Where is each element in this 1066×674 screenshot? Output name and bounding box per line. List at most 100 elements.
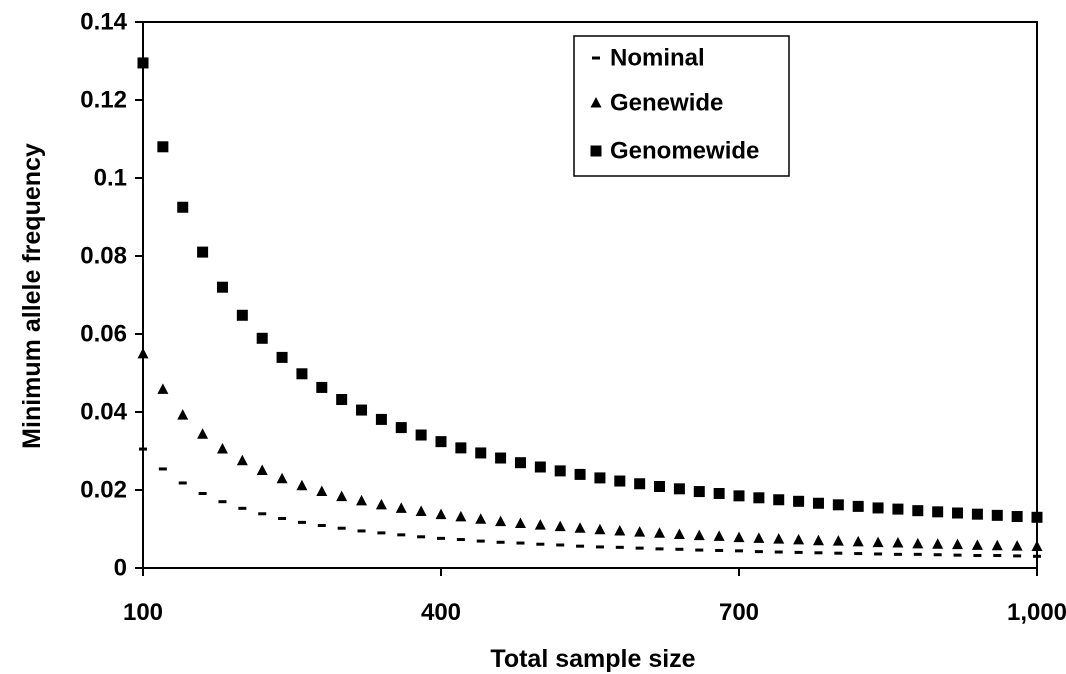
nominal-point [377,531,386,535]
genewide-point [713,530,725,541]
genewide-point [594,523,606,535]
genewide-point [793,533,805,545]
genewide-point [336,490,348,502]
genewide-point [872,536,884,548]
genomewide-point [197,246,209,258]
nominal-point [615,545,624,549]
genewide-point [395,502,407,513]
nominal-point [774,550,783,554]
genomewide-point [455,442,467,454]
nominal-point [556,543,565,547]
genewide-point [574,522,586,533]
genewide-point [296,479,308,491]
x-axis-title: Total sample size [490,645,695,673]
genewide-point [693,529,705,541]
nominal-point [933,553,942,557]
genomewide-point [316,381,328,393]
nominal-point [794,550,803,554]
nominal-point [158,467,167,471]
nominal-point [1033,554,1041,558]
genewide-point [932,538,944,549]
genomewide-point [137,57,149,69]
genewide-point [415,505,427,516]
x-tick-label: 100 [123,599,163,626]
nominal-point [317,523,326,527]
genewide-point [534,519,546,530]
genewide-point [216,443,228,454]
genomewide-point [991,509,1003,521]
genewide-point [455,510,467,522]
genomewide-point [395,422,407,434]
genomewide-point [276,351,288,363]
genomewide-point [336,394,348,406]
genewide-point [991,539,1003,551]
nominal-point [476,539,485,543]
genomewide-point [971,508,983,520]
genomewide-point [514,457,526,469]
legend-marker-nominal [592,56,600,60]
genewide-point [435,508,447,520]
nominal-point [655,547,664,551]
nominal-point [814,551,823,555]
genomewide-point [574,468,586,480]
nominal-point [417,535,426,539]
genewide-point [971,539,983,550]
genewide-point [276,472,288,484]
nominal-point [715,548,724,552]
genomewide-point [753,492,765,504]
nominal-point [258,512,267,516]
genewide-point [197,428,209,439]
genewide-point [832,535,844,546]
y-tick-label: 0.12 [80,87,127,114]
nominal-point [297,520,306,524]
nominal-point [675,547,684,551]
genewide-point [634,526,646,537]
genomewide-point [614,475,626,487]
nominal-point [139,447,147,451]
genewide-point [475,513,487,524]
genewide-point [1031,540,1043,552]
genomewide-point [872,502,884,514]
nominal-point [874,552,883,556]
nominal-point [516,541,525,545]
genewide-point [137,347,149,359]
series-genomewide [137,57,1043,523]
nominal-point [536,542,545,546]
genewide-point [554,520,566,532]
nominal-point [754,550,763,554]
nominal-point [198,492,207,496]
genewide-point [1011,540,1023,551]
genomewide-point [673,483,685,495]
nominal-point [576,544,585,548]
genomewide-point [892,503,904,515]
genewide-point [654,527,666,538]
legend: Nominal Genewide Genomewide [573,35,790,177]
x-axis: 100 400 700 1,000 [123,568,1066,626]
genewide-point [753,532,765,543]
y-tick-label: 0 [114,555,127,582]
genewide-point [236,454,248,466]
genewide-point [812,534,824,546]
nominal-point [953,553,962,557]
y-tick-label: 0.08 [80,243,127,270]
genomewide-point [634,478,646,490]
genomewide-point [296,368,308,380]
y-tick-label: 0.1 [94,165,127,192]
genewide-point [773,533,785,544]
genewide-point [673,528,685,539]
genewide-point [356,494,368,506]
nominal-point [973,554,982,558]
legend-label-genomewide: Genomewide [610,138,759,165]
y-tick-label: 0.02 [80,477,127,504]
genewide-point [177,409,189,420]
nominal-point [993,554,1002,558]
legend-marker-genomewide [590,145,602,157]
genomewide-point [534,461,546,473]
genewide-point [614,524,626,536]
genomewide-point [1031,511,1043,523]
nominal-point [397,533,406,537]
y-tick-label: 0.14 [80,9,127,36]
legend-label-genewide: Genewide [610,90,723,117]
genewide-point [375,498,387,510]
